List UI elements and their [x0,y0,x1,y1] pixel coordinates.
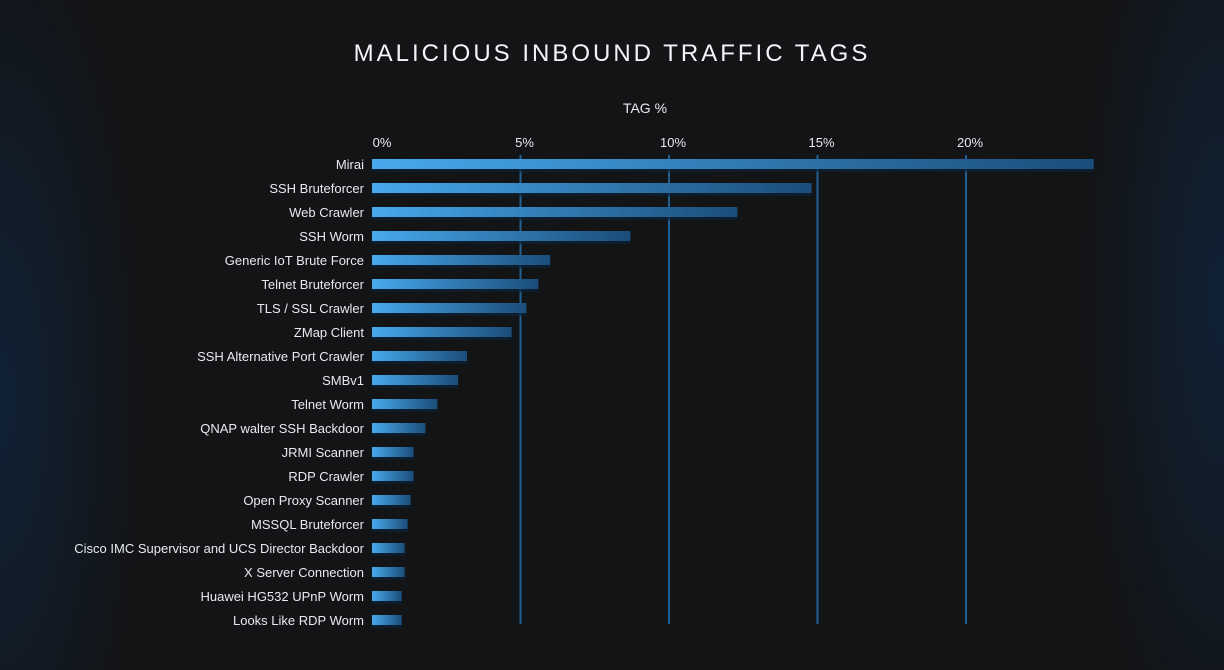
x-tick-label: 20% [957,135,983,150]
chart-title: MALICIOUS INBOUND TRAFFIC TAGS [353,40,871,67]
category-label: SSH Alternative Port Crawler [197,349,365,364]
bar-rdp-crawler [372,471,414,481]
category-label: Telnet Bruteforcer [261,277,364,292]
bar-open-proxy-scanner [372,495,411,505]
category-label: SSH Worm [299,229,364,244]
bar-telnet-bruteforcer [372,279,539,289]
bars [372,159,1094,628]
x-tick-label: 15% [808,135,834,150]
bar-mirai [372,159,1094,169]
category-label: SMBv1 [322,373,364,388]
category-label: Telnet Worm [291,397,364,412]
category-label: SSH Bruteforcer [269,181,364,196]
category-label: Mirai [336,157,364,172]
bar-huawei-hg532-upnp-worm [372,591,402,601]
bar-zmap-client [372,327,512,337]
category-label: TLS / SSL Crawler [257,301,365,316]
category-label: Open Proxy Scanner [243,493,364,508]
bar-jrmi-scanner [372,447,414,457]
category-label: Looks Like RDP Worm [233,613,364,628]
category-label: QNAP walter SSH Backdoor [200,421,364,436]
x-tick-label: 0% [373,135,392,150]
bar-ssh-worm [372,231,631,241]
bar-generic-iot-brute-force [372,255,551,265]
category-labels: Mirai SSH Bruteforcer Web Crawler SSH Worm G… [74,157,364,628]
bar-cisco-imc-supervisor-and-ucs-director-backdoor [372,543,405,553]
x-axis-title: TAG % [622,100,668,116]
bar-telnet-worm [372,399,438,409]
gridlines [519,155,967,624]
category-label: RDP Crawler [288,469,364,484]
bar-x-server-connection [372,567,405,577]
bar-tls-ssl-crawler [372,303,527,313]
bar-looks-like-rdp-worm [372,615,402,625]
x-tick-label: 5% [515,135,534,150]
bar-smbv1 [372,375,459,385]
x-axis-ticks: 0% 5% 10% 15% 20% [373,135,984,150]
category-label: Web Crawler [289,205,365,220]
category-label: Huawei HG532 UPnP Worm [200,589,364,604]
category-label: X Server Connection [244,565,364,580]
category-label: JRMI Scanner [282,445,365,460]
category-label: MSSQL Bruteforcer [251,517,365,532]
x-tick-label: 10% [660,135,686,150]
bar-web-crawler [372,207,738,217]
bar-ssh-bruteforcer [372,183,812,193]
category-label: Generic IoT Brute Force [225,253,364,268]
bar-mssql-bruteforcer [372,519,408,529]
category-label: Cisco IMC Supervisor and UCS Director Ba… [74,541,364,556]
category-label: ZMap Client [294,325,364,340]
bar-qnap-walter-ssh-backdoor [372,423,426,433]
bar-ssh-alternative-port-crawler [372,351,468,361]
